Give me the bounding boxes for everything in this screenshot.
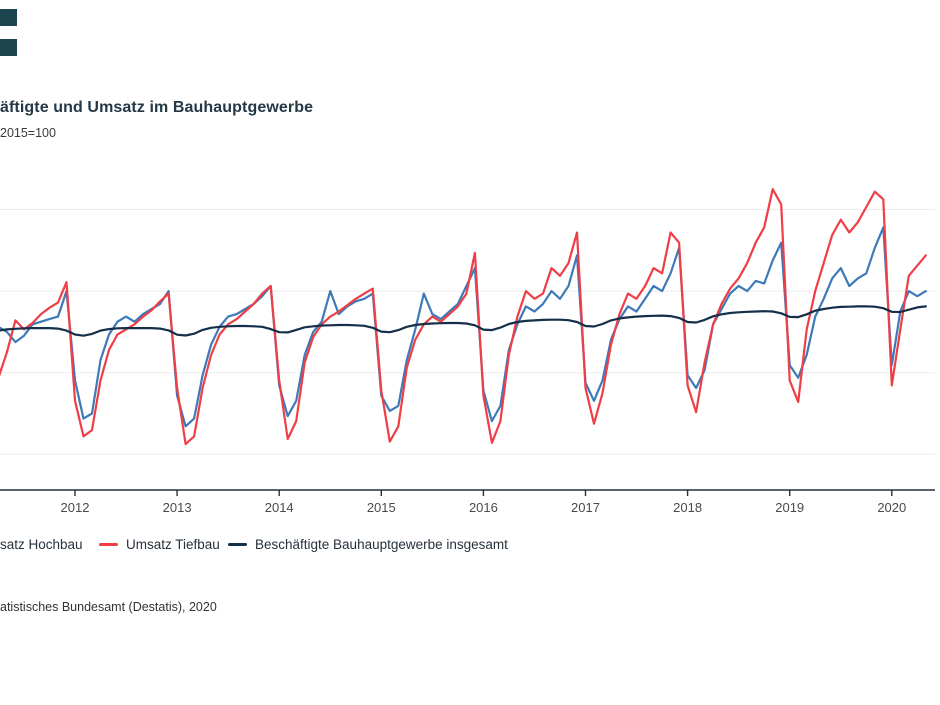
chart-subtitle: 2015=100 <box>0 126 56 140</box>
accent-square-icon <box>0 9 17 26</box>
x-axis-label: 2019 <box>775 500 804 515</box>
legend-item-beschaeftigte-insgesamt: Beschäftigte Bauhauptgewerbe insgesamt <box>228 535 508 553</box>
accent-square-icon <box>0 39 17 56</box>
x-axis-label: 2017 <box>571 500 600 515</box>
legend-label: Beschäftigte Bauhauptgewerbe insgesamt <box>255 536 508 552</box>
chart-title: äftigte und Umsatz im Bauhauptgewerbe <box>0 99 314 116</box>
legend-label: Umsatz Tiefbau <box>126 536 220 552</box>
source-text: atistisches Bundesamt (Destatis), 2020 <box>0 600 217 614</box>
chart-legend: satz Hochbau Umsatz Tiefbau Beschäftigte… <box>0 535 940 553</box>
x-axis-label: 2012 <box>61 500 90 515</box>
legend-dash-icon <box>228 542 247 546</box>
series-line-besch-ftigte-bauhauptgewerbe-insgesamt <box>0 305 927 337</box>
x-axis-label: 2018 <box>673 500 702 515</box>
x-axis-label: 2016 <box>469 500 498 515</box>
x-axis-label: 2013 <box>163 500 192 515</box>
legend-item-umsatz-tiefbau: Umsatz Tiefbau <box>99 535 220 553</box>
series-line-umsatz-tiefbau <box>0 188 927 446</box>
x-axis-label: 2015 <box>367 500 396 515</box>
x-axis-label: 2020 <box>877 500 906 515</box>
legend-dash-icon <box>99 542 118 546</box>
x-axis-label: 2014 <box>265 500 294 515</box>
legend-label: satz Hochbau <box>0 536 83 552</box>
legend-item-umsatz-hochbau: satz Hochbau <box>0 535 83 553</box>
